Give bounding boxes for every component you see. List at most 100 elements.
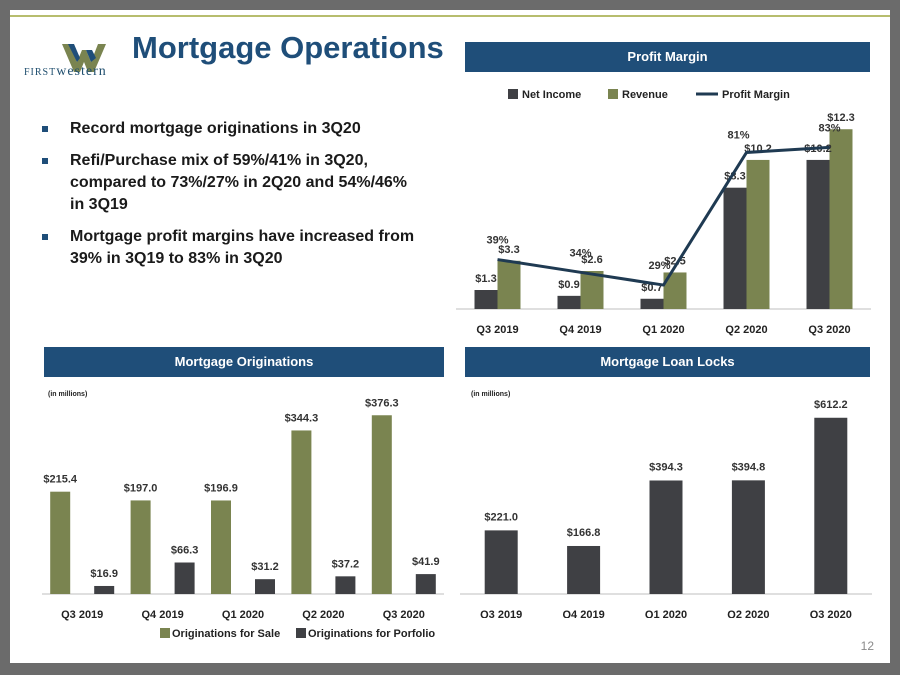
bullet-square-icon <box>42 234 48 240</box>
x-tick-label: Q4 2019 <box>562 609 604 618</box>
loan-locks-label: $394.8 <box>732 461 766 473</box>
originations-portfolio-label: $66.3 <box>171 545 199 557</box>
originations-portfolio-bar <box>174 562 195 594</box>
logo-text-first: FIRST <box>24 67 57 78</box>
bullet-item: Refi/Purchase mix of 59%/41% in 3Q20, co… <box>40 150 420 216</box>
originations-header: Mortgage Originations <box>44 347 444 377</box>
loan-locks-bar <box>731 480 765 594</box>
logo-text-second: western <box>56 64 107 79</box>
x-tick-label: Q4 2019 <box>141 609 183 621</box>
profit-margin-label: 39% <box>486 235 508 247</box>
x-tick-label: Q1 2020 <box>645 609 687 618</box>
originations-portfolio-bar <box>335 576 356 594</box>
x-tick-label: Q3 2019 <box>480 609 522 618</box>
net-income-label: $1.3 <box>475 273 496 285</box>
loan-locks-label: $394.3 <box>649 461 683 473</box>
legend-label-revenue: Revenue <box>622 89 668 101</box>
loan-locks-bar <box>567 545 601 594</box>
loan-locks-label: $221.0 <box>484 511 518 523</box>
originations-sale-bar <box>291 430 312 594</box>
net-income-bar <box>723 187 747 309</box>
legend-label-sale: Originations for Sale <box>172 628 280 640</box>
logo-wordmark: FIRSTwestern <box>24 64 107 80</box>
loan-locks-bar <box>814 417 848 594</box>
x-tick-label: Q2 2020 <box>725 324 767 336</box>
x-tick-label: Q1 2020 <box>222 609 264 621</box>
originations-sale-bar <box>130 500 151 594</box>
x-tick-label: Q3 2020 <box>383 609 425 621</box>
revenue-label: $12.3 <box>827 112 855 124</box>
bullet-list: Record mortgage originations in 3Q20 Ref… <box>40 118 420 280</box>
originations-sale-bar <box>50 491 71 594</box>
profit-margin-header: Profit Margin <box>465 42 870 72</box>
loan-locks-label: $612.2 <box>814 399 848 411</box>
profit-margin-line <box>497 145 830 287</box>
bullet-square-icon <box>42 158 48 164</box>
originations-sale-bar <box>211 500 231 594</box>
originations-sale-label: $197.0 <box>124 482 158 494</box>
originations-portfolio-label: $31.2 <box>251 561 279 573</box>
x-tick-label: Q3 2019 <box>61 609 103 621</box>
loan-locks-units-note: (in millions) <box>471 391 511 398</box>
x-tick-label: Q3 2020 <box>808 324 850 336</box>
legend-swatch-net-income <box>508 89 518 99</box>
x-tick-label: Q2 2020 <box>302 609 344 621</box>
legend-swatch-sale <box>160 628 170 638</box>
legend-label-portfolio: Originations for Porfolio <box>308 628 435 640</box>
originations-portfolio-label: $37.2 <box>332 558 360 570</box>
revenue-bar <box>497 260 521 309</box>
originations-portfolio-bar <box>415 574 436 594</box>
slide: FIRSTwestern Mortgage Operations Record … <box>10 10 890 663</box>
net-income-bar <box>557 295 581 309</box>
net-income-bar <box>806 159 830 309</box>
net-income-bar <box>640 298 664 309</box>
originations-portfolio-label: $16.9 <box>90 568 118 580</box>
profit-margin-label: 34% <box>569 247 591 259</box>
legend-label-net-income: Net Income <box>522 89 581 101</box>
originations-sale-label: $196.9 <box>204 482 238 494</box>
legend-swatch-portfolio <box>296 628 306 638</box>
loan-locks-label: $166.8 <box>567 527 601 539</box>
x-tick-label: Q1 2020 <box>642 324 684 336</box>
legend-swatch-revenue <box>608 89 618 99</box>
revenue-label: $3.3 <box>498 244 519 256</box>
originations-sale-label: $344.3 <box>285 412 319 424</box>
originations-chart: $215.4 $16.9 Q3 2019 $197.0 $66.3 Q4 2019 $196… <box>42 397 444 640</box>
company-logo-icon <box>62 44 106 72</box>
profit-margin-chart: $1.3$3.3Q3 2019$0.9$2.6Q4 2019$0.7$2.5Q1… <box>456 89 871 336</box>
x-tick-label: Q4 2019 <box>559 324 601 336</box>
originations-portfolio-bar <box>94 585 115 594</box>
bullet-item: Record mortgage originations in 3Q20 <box>40 118 420 140</box>
top-rule <box>10 15 890 17</box>
profit-margin-label: 83% <box>818 122 840 134</box>
revenue-label: $2.6 <box>581 254 602 266</box>
bullet-square-icon <box>42 126 48 132</box>
originations-sale-label: $376.3 <box>365 397 399 409</box>
legend-label-profit-margin: Profit Margin <box>722 89 790 101</box>
bullet-item: Mortgage profit margins have increased f… <box>40 226 420 270</box>
loan-locks-header: Mortgage Loan Locks <box>465 347 870 377</box>
x-tick-label: Q2 2020 <box>727 609 769 618</box>
x-tick-label: Q3 2019 <box>476 324 518 336</box>
originations-sale-label: $215.4 <box>43 474 78 486</box>
profit-margin-label: 29% <box>648 260 670 272</box>
bullet-text: Refi/Purchase mix of 59%/41% in 3Q20, co… <box>70 152 408 213</box>
revenue-bar <box>580 271 604 309</box>
originations-portfolio-bar <box>255 579 275 594</box>
loan-locks-bar <box>649 480 683 594</box>
x-tick-label: Q3 2020 <box>810 609 852 618</box>
bullet-text: Mortgage profit margins have increased f… <box>70 228 415 267</box>
bullet-text: Record mortgage originations in 3Q20 <box>70 120 361 137</box>
loan-locks-chart: $221.0 Q3 2019 $166.8 Q4 2019 $394.3 Q1 2020 $… <box>460 399 872 618</box>
page-number: 12 <box>860 639 874 653</box>
loan-locks-bar <box>484 530 518 594</box>
page-title: Mortgage Operations <box>132 30 444 65</box>
originations-sale-bar <box>371 415 392 594</box>
revenue-bar <box>746 159 770 309</box>
revenue-bar <box>829 129 853 309</box>
originations-portfolio-label: $41.9 <box>412 556 440 568</box>
profit-margin-label: 81% <box>727 129 749 141</box>
originations-units-note: (in millions) <box>48 391 88 398</box>
revenue-bar <box>663 272 687 309</box>
net-income-label: $0.9 <box>558 279 579 291</box>
